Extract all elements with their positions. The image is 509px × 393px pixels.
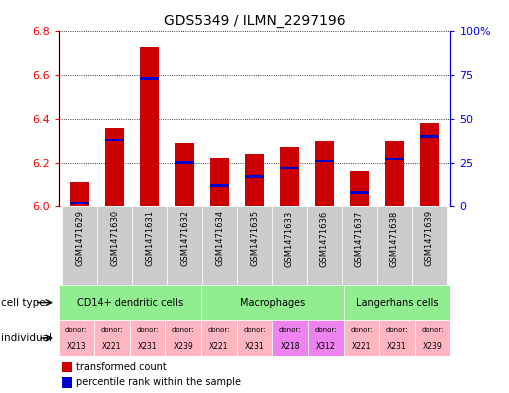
Bar <box>165 320 201 356</box>
Bar <box>420 123 439 206</box>
Text: donor:: donor: <box>101 327 123 333</box>
Text: GSM1471630: GSM1471630 <box>110 210 119 266</box>
Text: X312: X312 <box>316 342 335 351</box>
Bar <box>315 160 334 162</box>
Text: GSM1471636: GSM1471636 <box>320 210 329 266</box>
Text: X231: X231 <box>138 342 157 351</box>
Bar <box>280 167 299 169</box>
Bar <box>130 320 165 356</box>
Text: donor:: donor: <box>172 327 194 333</box>
Bar <box>63 362 72 372</box>
Text: donor:: donor: <box>208 327 230 333</box>
Bar <box>201 285 344 320</box>
Bar <box>175 161 194 164</box>
Text: GSM1471632: GSM1471632 <box>180 210 189 266</box>
Bar <box>105 128 124 206</box>
Bar <box>70 182 89 206</box>
Text: donor:: donor: <box>386 327 408 333</box>
Bar <box>412 206 447 285</box>
Bar <box>342 206 377 285</box>
Bar <box>245 154 264 206</box>
Bar <box>201 320 237 356</box>
Title: GDS5349 / ILMN_2297196: GDS5349 / ILMN_2297196 <box>164 14 345 28</box>
Text: GSM1471638: GSM1471638 <box>390 210 399 266</box>
Bar <box>315 141 334 206</box>
Bar <box>97 206 132 285</box>
Text: donor:: donor: <box>279 327 301 333</box>
Text: X221: X221 <box>102 342 122 351</box>
Bar <box>379 320 415 356</box>
Text: donor:: donor: <box>65 327 88 333</box>
Bar <box>308 320 344 356</box>
Bar <box>420 135 439 138</box>
Bar <box>245 175 264 178</box>
Bar <box>344 285 450 320</box>
Text: GSM1471637: GSM1471637 <box>355 210 364 266</box>
Bar <box>272 320 308 356</box>
Bar <box>280 147 299 206</box>
Text: X221: X221 <box>352 342 371 351</box>
Text: X213: X213 <box>67 342 86 351</box>
Text: CD14+ dendritic cells: CD14+ dendritic cells <box>77 298 183 308</box>
Text: donor:: donor: <box>421 327 444 333</box>
Text: GSM1471633: GSM1471633 <box>285 210 294 266</box>
Bar <box>385 141 404 206</box>
Bar <box>377 206 412 285</box>
Text: Langerhans cells: Langerhans cells <box>356 298 438 308</box>
Bar <box>62 206 97 285</box>
Text: donor:: donor: <box>243 327 266 333</box>
Bar <box>63 377 72 387</box>
Bar <box>70 202 89 204</box>
Bar <box>140 77 159 80</box>
Bar <box>415 320 450 356</box>
Text: X231: X231 <box>387 342 407 351</box>
Text: GSM1471629: GSM1471629 <box>75 210 84 266</box>
Text: X239: X239 <box>174 342 193 351</box>
Bar <box>272 206 307 285</box>
Text: cell type: cell type <box>1 298 46 308</box>
Text: Macrophages: Macrophages <box>240 298 305 308</box>
Text: X221: X221 <box>209 342 229 351</box>
Text: donor:: donor: <box>136 327 159 333</box>
Bar <box>175 143 194 206</box>
Bar <box>202 206 237 285</box>
Bar <box>350 171 369 206</box>
Text: percentile rank within the sample: percentile rank within the sample <box>76 377 241 387</box>
Bar <box>344 320 379 356</box>
Bar <box>140 47 159 206</box>
Bar <box>237 206 272 285</box>
Bar <box>94 320 130 356</box>
Bar <box>350 191 369 194</box>
Text: transformed count: transformed count <box>76 362 167 372</box>
Bar <box>167 206 202 285</box>
Text: GSM1471639: GSM1471639 <box>425 210 434 266</box>
Bar <box>59 285 201 320</box>
Text: X218: X218 <box>280 342 300 351</box>
Text: GSM1471634: GSM1471634 <box>215 210 224 266</box>
Text: donor:: donor: <box>315 327 337 333</box>
Bar <box>237 320 272 356</box>
Bar <box>210 184 229 187</box>
Bar <box>210 158 229 206</box>
Bar <box>307 206 342 285</box>
Bar <box>132 206 167 285</box>
Text: donor:: donor: <box>350 327 373 333</box>
Text: individual: individual <box>1 333 52 343</box>
Bar <box>59 320 94 356</box>
Bar <box>385 158 404 160</box>
Text: GSM1471635: GSM1471635 <box>250 210 259 266</box>
Text: X239: X239 <box>423 342 442 351</box>
Text: GSM1471631: GSM1471631 <box>145 210 154 266</box>
Bar <box>105 139 124 141</box>
Text: X231: X231 <box>245 342 264 351</box>
